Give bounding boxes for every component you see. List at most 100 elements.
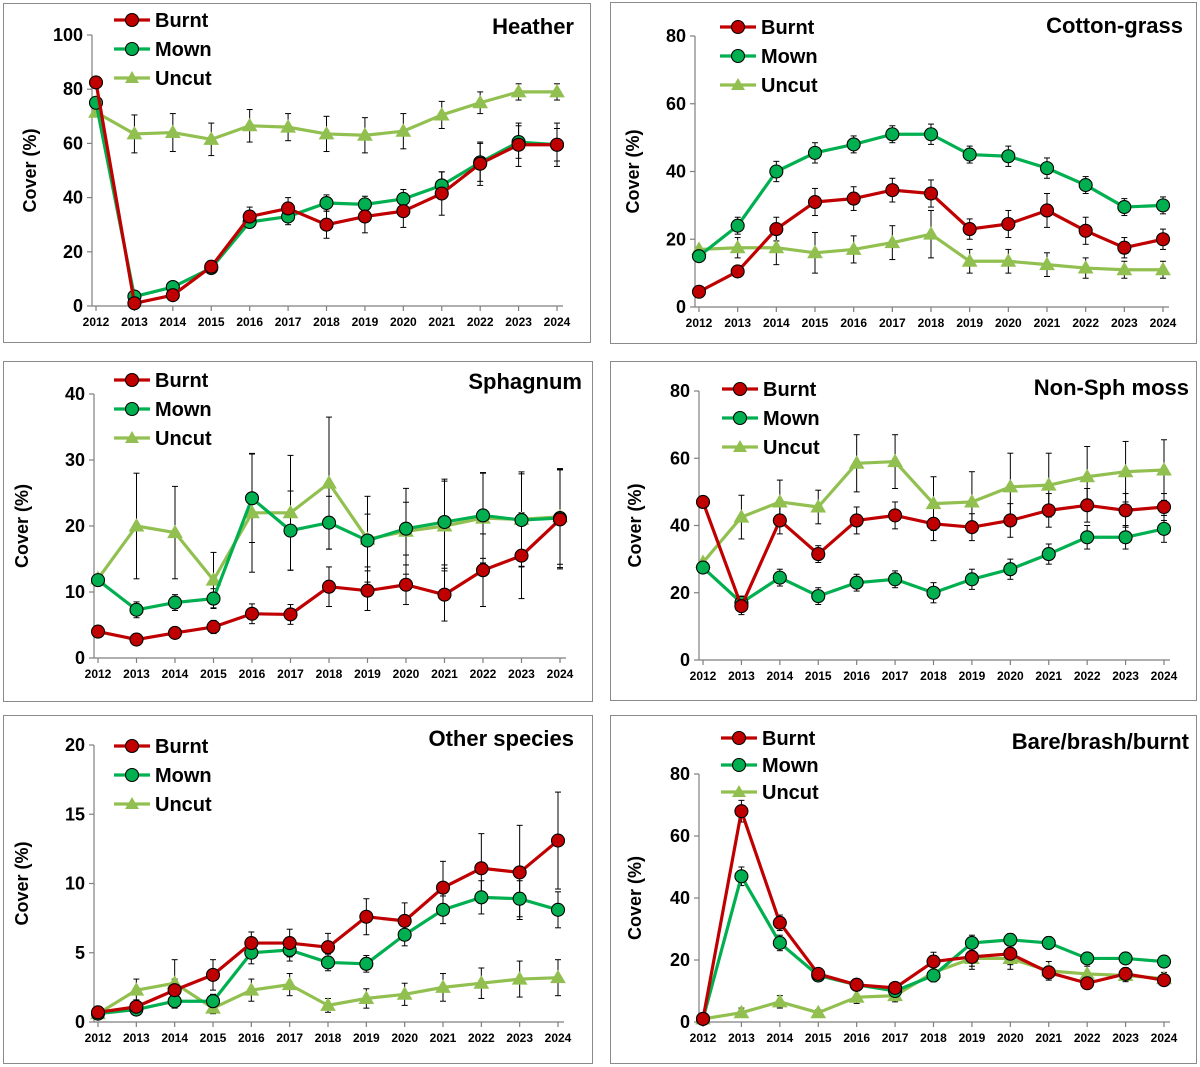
point-uncut xyxy=(321,475,337,489)
point-uncut xyxy=(164,124,181,139)
point-mown xyxy=(734,869,749,884)
chart-bare-brash-burnt: 0 20 40 60 80 2012 2013 2014 2015 2016 2017 2018 201… xyxy=(625,728,1190,1045)
y-tick-label: 100 xyxy=(53,25,83,45)
point-uncut xyxy=(1039,256,1055,271)
y-tick-label: 0 xyxy=(680,1012,690,1032)
point-burnt xyxy=(772,513,787,528)
point-burnt xyxy=(281,201,296,216)
point-burnt xyxy=(398,577,414,592)
panel-other-species: 0 5 10 15 20 2012 2013 2014 2015 2016 2017 2018 2019… xyxy=(3,715,593,1064)
point-uncut xyxy=(1000,253,1017,267)
legend-marker-uncut xyxy=(125,431,139,443)
point-mown xyxy=(283,523,298,538)
x-tick-label: 2015 xyxy=(198,315,225,329)
x-tick-label: 2014 xyxy=(162,667,189,681)
x-tick-label: 2021 xyxy=(1035,669,1062,683)
point-uncut xyxy=(549,83,565,98)
y-tick-label: 0 xyxy=(680,650,690,670)
point-uncut xyxy=(1040,477,1057,491)
point-mown xyxy=(1155,198,1171,213)
y-tick-label: 80 xyxy=(670,381,690,401)
y-tick-label: 40 xyxy=(670,516,690,536)
point-mown xyxy=(926,585,941,600)
point-mown xyxy=(885,127,900,142)
point-mown xyxy=(730,218,745,233)
x-tick-label: 2017 xyxy=(879,316,906,330)
point-mown xyxy=(398,521,414,536)
y-tick-label: 20 xyxy=(670,950,690,970)
point-mown xyxy=(244,491,260,506)
point-burnt xyxy=(435,880,451,895)
x-tick-label: 2014 xyxy=(159,315,186,329)
point-uncut xyxy=(848,455,865,469)
x-tick-label: 2012 xyxy=(83,315,110,329)
y-tick-label: 20 xyxy=(670,583,690,603)
point-uncut xyxy=(771,993,788,1008)
point-uncut xyxy=(733,1004,750,1019)
point-mown xyxy=(437,514,452,530)
point-mown xyxy=(807,145,823,160)
x-tick-label: 2024 xyxy=(1151,669,1178,683)
point-uncut xyxy=(1156,462,1172,476)
x-tick-label: 2017 xyxy=(882,669,909,683)
point-uncut xyxy=(964,493,980,508)
x-tick-label: 2013 xyxy=(121,315,148,329)
chart-cotton-grass: 0 20 40 60 80 2012 2013 2014 2015 2016 2017 2018 201… xyxy=(623,13,1183,330)
point-uncut xyxy=(433,106,450,121)
x-tick-label: 2014 xyxy=(161,1031,188,1045)
legend-marker-burnt xyxy=(731,730,747,746)
point-burnt xyxy=(691,284,707,299)
point-uncut xyxy=(396,986,413,1000)
point-uncut xyxy=(280,119,296,133)
point-mown xyxy=(90,573,106,588)
point-burnt xyxy=(962,222,977,237)
x-tick-label: 2022 xyxy=(1074,669,1101,683)
point-uncut xyxy=(473,975,490,989)
x-tick-label: 2021 xyxy=(430,1031,457,1045)
y-tick-label: 0 xyxy=(75,1012,85,1032)
x-tick-label: 2024 xyxy=(1150,316,1177,330)
x-tick-label: 2016 xyxy=(238,1031,265,1045)
point-uncut xyxy=(845,241,862,255)
x-tick-label: 2022 xyxy=(1072,316,1099,330)
x-tick-label: 2020 xyxy=(390,315,417,329)
y-tick-label: 80 xyxy=(666,26,686,46)
point-burnt xyxy=(964,949,979,964)
point-burnt xyxy=(550,833,566,848)
legend-label-uncut: Uncut xyxy=(761,75,818,97)
point-burnt xyxy=(1001,216,1016,232)
legend-marker-mown xyxy=(732,410,748,426)
y-axis-label: Cover (%) xyxy=(625,483,645,567)
y-tick-label: 80 xyxy=(670,764,690,784)
point-burnt xyxy=(244,936,259,951)
point-burnt xyxy=(206,619,221,635)
point-uncut xyxy=(318,125,335,140)
point-mown xyxy=(321,515,337,530)
point-burnt xyxy=(1117,240,1132,255)
point-mown xyxy=(360,533,375,548)
point-mown xyxy=(1078,178,1093,193)
legend-label-burnt: Burnt xyxy=(762,728,816,750)
point-mown xyxy=(206,591,221,606)
point-uncut xyxy=(923,226,939,240)
point-uncut xyxy=(550,969,566,984)
point-burnt xyxy=(360,583,375,598)
point-burnt xyxy=(129,999,144,1014)
legend-label-burnt: Burnt xyxy=(155,370,209,392)
point-uncut xyxy=(510,83,527,98)
chart-non-sph-moss: 0 20 40 60 80 2012 2013 2014 2015 2016 2017 2018 201… xyxy=(625,375,1189,683)
x-tick-label: 2015 xyxy=(802,316,829,330)
legend-marker-mown xyxy=(124,401,140,417)
point-burnt xyxy=(474,861,489,876)
x-tick-label: 2017 xyxy=(277,667,304,681)
x-tick-label: 2020 xyxy=(997,669,1024,683)
point-mown xyxy=(1003,932,1018,947)
point-mown xyxy=(962,147,977,162)
point-mown xyxy=(691,249,707,264)
legend-marker-burnt xyxy=(124,372,140,388)
x-tick-label: 2013 xyxy=(728,669,755,683)
legend-marker-mown xyxy=(730,48,746,64)
point-burnt xyxy=(769,222,784,237)
legend-label-burnt: Burnt xyxy=(155,10,209,32)
x-tick-label: 2015 xyxy=(200,667,227,681)
